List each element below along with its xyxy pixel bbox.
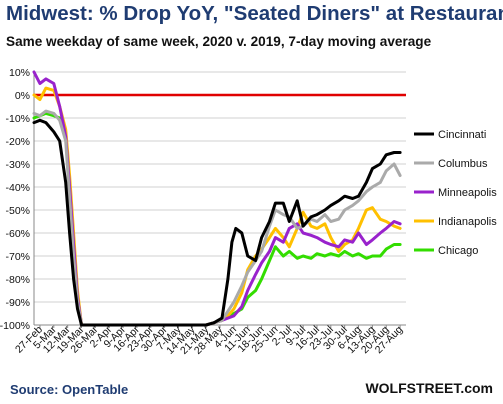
y-tick-label: -10%	[5, 113, 30, 125]
series-line-indianapolis	[32, 86, 402, 327]
series-lines	[32, 70, 402, 327]
series-line-cincinnati	[32, 118, 402, 327]
legend-label-chicago: Chicago	[438, 245, 478, 257]
y-tick-label: -100%	[0, 320, 30, 332]
y-tick-label: -40%	[5, 182, 30, 194]
y-tick-label: -30%	[5, 159, 30, 171]
y-tick-label: -90%	[5, 297, 30, 309]
y-tick-label: 0%	[15, 90, 30, 102]
series-line-minneapolis	[32, 70, 402, 327]
y-tick-label: 10%	[9, 67, 30, 79]
y-tick-label: -20%	[5, 136, 30, 148]
legend: Cincinnati Columbus Minneapolis Indianapoli…	[414, 129, 497, 257]
x-axis: 27-Feb5-Mar12-Mar19-Mar26-Mar2-Apr9-Apr1…	[13, 323, 406, 357]
y-tick-label: -80%	[5, 274, 30, 286]
y-axis: 10% 0% -10% -20% -30% -40% -50% -60% -70% -80% -90…	[0, 67, 35, 332]
chart-subtitle: Same weekday of same week, 2020 v. 2019,…	[6, 34, 432, 49]
y-tick-label: -50%	[5, 205, 30, 217]
series-line-columbus	[32, 109, 402, 327]
legend-label-cincinnati: Cincinnati	[438, 129, 486, 141]
chart-title: Midwest: % Drop YoY, "Seated Diners" at …	[6, 2, 503, 25]
series-line-chicago	[32, 111, 402, 327]
y-tick-label: -60%	[5, 228, 30, 240]
source-label: Source: OpenTable	[10, 382, 129, 397]
legend-label-columbus: Columbus	[438, 158, 488, 170]
legend-label-minneapolis: Minneapolis	[438, 187, 497, 199]
legend-label-indianapolis: Indianapolis	[438, 216, 497, 228]
brand-label: WOLFSTREET.com	[365, 380, 493, 396]
y-tick-label: -70%	[5, 251, 30, 263]
